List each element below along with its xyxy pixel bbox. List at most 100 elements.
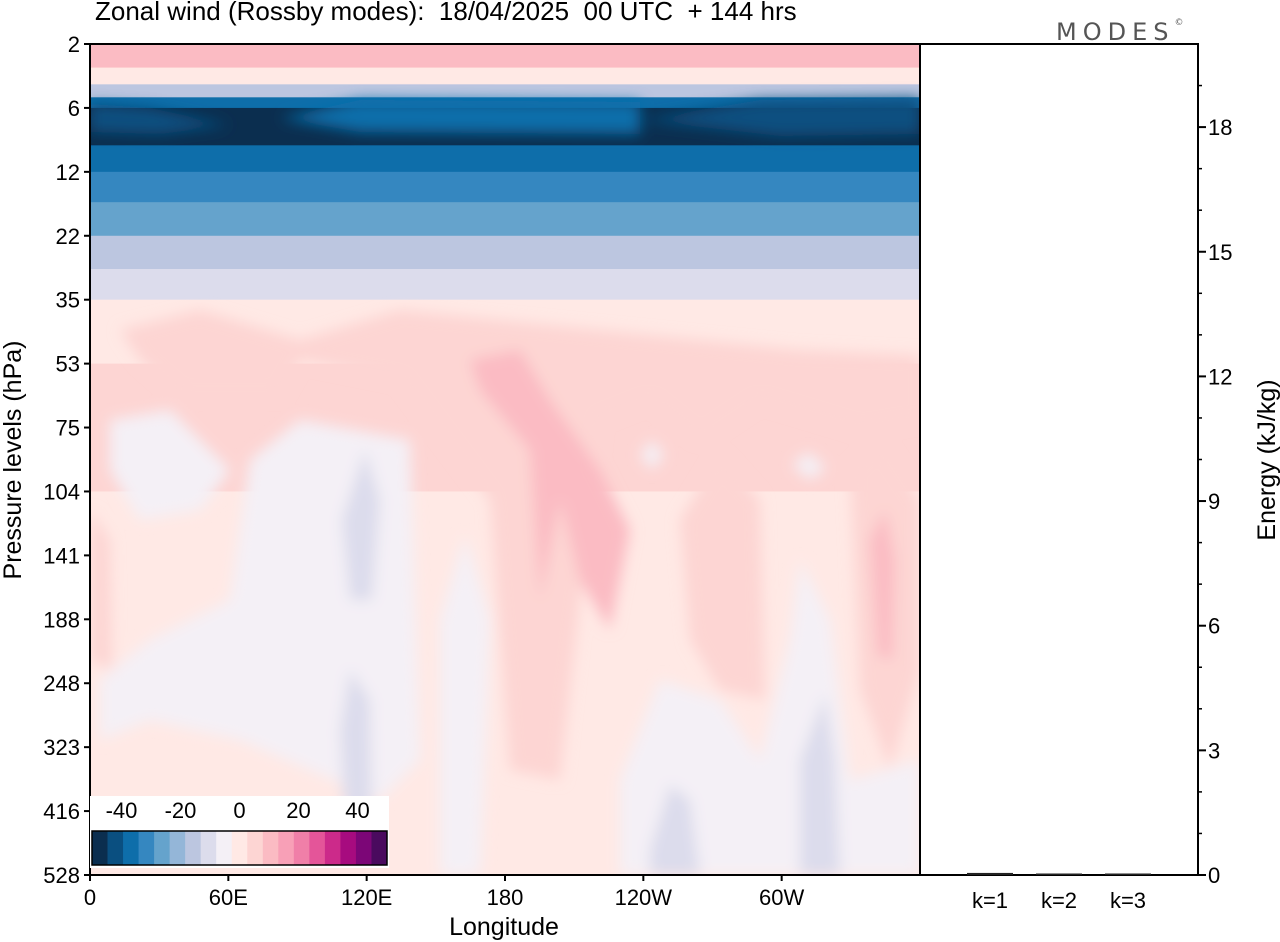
pressure-tick-label: 528 (43, 863, 80, 888)
x-axis-title: Longitude (449, 913, 559, 941)
colorbar-swatch (262, 831, 279, 865)
colorbar: -40 -20 0 20 40 (90, 796, 389, 868)
colorbar-swatch (340, 831, 357, 865)
colorbar-swatch (107, 831, 124, 865)
colorbar-swatch (231, 831, 248, 865)
pressure-tick-label: 6 (68, 96, 80, 121)
band-level-3 (90, 67, 920, 85)
pressure-tick-label: 75 (56, 416, 80, 441)
contour-patch-westerly-upper-tongue (120, 310, 920, 780)
energy-tick-label: 9 (1208, 489, 1220, 514)
longitude-tick-label: 120E (341, 885, 392, 910)
pressure-tick-label: 188 (43, 607, 80, 632)
colorbar-tick-label: -40 (106, 798, 138, 823)
colorbar-tick-label: -20 (165, 798, 197, 823)
energy-category-label: k=2 (1041, 888, 1077, 913)
longitude-axis: 0 60E 120E 180 120W 60W (84, 875, 805, 910)
colorbar-tick-label: 40 (345, 798, 369, 823)
colorbar-swatch (278, 831, 295, 865)
contour-patch-westerly-core-far-east (870, 510, 895, 660)
contour-patch-easterly-lower-blue-1 (340, 670, 372, 820)
colorbar-swatch (200, 831, 217, 865)
colorbar-swatch (138, 831, 155, 865)
longitude-tick-label: 60E (209, 885, 248, 910)
contour-patch-strong-easterly-east (640, 98, 920, 136)
energy-tick-label: 15 (1208, 240, 1232, 265)
colorbar-tick-label: 0 (233, 798, 245, 823)
pressure-tick-label: 141 (43, 543, 80, 568)
energy-bar (1105, 873, 1151, 875)
contour-field (90, 44, 920, 875)
contour-patch-strong-easterly-west (90, 104, 230, 134)
colorbar-swatch (185, 831, 202, 865)
pressure-axis: 2 6 12 22 35 53 75 104 141 188 248 323 416 528 (43, 32, 90, 888)
energy-category-label: k=3 (1110, 888, 1146, 913)
colorbar-swatch (371, 831, 388, 865)
pressure-tick-label: 22 (56, 224, 80, 249)
colorbar-swatch (247, 831, 264, 865)
band-level-28 (90, 268, 920, 301)
colorbar-swatch (154, 831, 171, 865)
colorbar-swatch (355, 831, 372, 865)
longitude-tick-label: 0 (84, 885, 96, 910)
colorbar-swatch (324, 831, 341, 865)
band-level-4 (90, 84, 920, 98)
pressure-tick-label: 248 (43, 671, 80, 696)
energy-tick-label: 18 (1208, 115, 1232, 140)
energy-bar (1036, 873, 1082, 875)
contour-patch-westerly-column-west (90, 510, 112, 670)
contour-patches (90, 98, 920, 875)
pressure-tick-label: 416 (43, 799, 80, 824)
pressure-tick-label: 323 (43, 735, 80, 760)
contour-patch-westerly-core (470, 350, 630, 630)
band-level-16 (90, 202, 920, 237)
chart-title: Zonal wind (Rossby modes): 18/04/2025 00… (95, 0, 797, 26)
contour-patch-easterly-weak-mid-2 (342, 450, 380, 600)
modes-logo: MODES© (1056, 18, 1183, 46)
energy-axis-title: Energy (kJ/kg) (1253, 379, 1280, 540)
energy-category-label: k=1 (972, 888, 1008, 913)
contour-patch-easterly-small-spot (640, 440, 664, 470)
energy-bar (967, 872, 1013, 875)
contour-patch-westerly-column-east (680, 455, 765, 700)
logo-mark: © (1174, 18, 1184, 28)
contour-patch-easterly-weak-column (440, 535, 490, 875)
colorbar-swatch (293, 831, 310, 865)
pressure-tick-label: 2 (68, 32, 80, 57)
band-level-22 (90, 235, 920, 270)
colorbar-tick-label: 20 (286, 798, 310, 823)
contour-patch-easterly-weak-mid (100, 420, 420, 800)
contour-patch-easterly-center (280, 100, 640, 134)
contour-patch-easterly-weak-lower (620, 560, 920, 875)
energy-tick-label: 3 (1208, 738, 1220, 763)
contour-patch-easterly-lower-blue-2 (650, 785, 700, 875)
y-axis-title: Pressure levels (hPa) (0, 341, 27, 580)
energy-tick-label: 6 (1208, 614, 1220, 639)
longitude-tick-label: 60W (759, 885, 804, 910)
contour-patch-easterly-small-spot-2 (792, 452, 826, 480)
logo-text: MODES (1056, 18, 1175, 46)
band-level-9 (90, 145, 920, 173)
longitude-tick-label: 180 (487, 885, 524, 910)
colorbar-swatch (309, 831, 326, 865)
longitude-tick-label: 120W (615, 885, 673, 910)
energy-bars: k=1 k=2 k=3 (967, 872, 1151, 913)
colorbar-frame (91, 830, 388, 866)
colorbar-swatch (123, 831, 139, 865)
energy-axis: 0 3 6 9 12 15 18 (1198, 84, 1232, 888)
band-level-12 (90, 171, 920, 203)
contour-patch-easterly-lower-blue-3 (800, 695, 840, 875)
pressure-tick-label: 12 (56, 160, 80, 185)
colorbar-swatch (216, 831, 233, 865)
pressure-tick-label: 104 (43, 479, 80, 504)
band-level-2 (90, 44, 920, 69)
colorbar-swatch (169, 831, 186, 865)
pressure-tick-label: 53 (56, 352, 80, 377)
pressure-tick-label: 35 (56, 288, 80, 313)
colorbar-swatch (92, 831, 108, 865)
contour-patch-easterly-weak-upper-west (110, 410, 230, 520)
energy-tick-label: 12 (1208, 364, 1232, 389)
energy-tick-label: 0 (1208, 863, 1220, 888)
energy-panel-frame (919, 43, 1199, 876)
